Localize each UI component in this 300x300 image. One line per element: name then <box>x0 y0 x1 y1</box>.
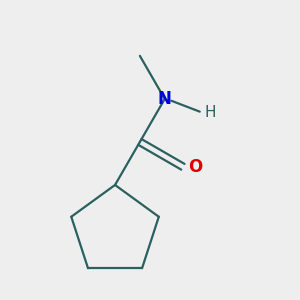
Text: H: H <box>204 105 216 120</box>
Text: N: N <box>158 90 172 108</box>
Text: O: O <box>188 158 203 176</box>
